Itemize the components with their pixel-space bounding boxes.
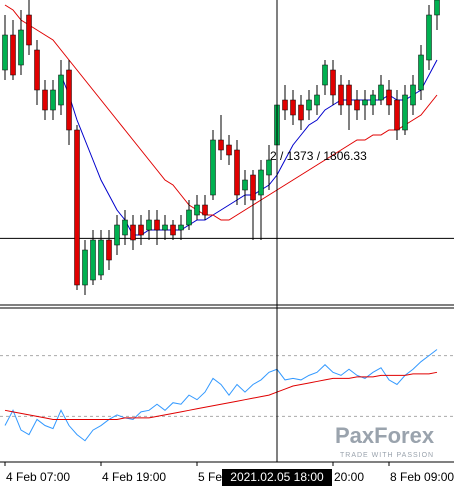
x-tick-label: 5 Feb	[198, 470, 229, 484]
candle-body	[306, 99, 312, 111]
candle-body	[226, 144, 232, 156]
x-tick-label: 4 Feb 19:00	[102, 470, 166, 484]
time-axis: 4 Feb 07:00 4 Feb 19:00 5 Feb 20:00 8 Feb 09…	[4, 462, 454, 484]
crosshair-time-box	[222, 469, 332, 486]
price-pane	[0, 0, 454, 295]
candle-body	[338, 84, 344, 106]
candle-body	[98, 239, 104, 276]
candle-body	[394, 99, 400, 131]
crosshair-readout: 2 / 1373 / 1806.33	[270, 149, 367, 163]
candle-body	[178, 224, 184, 231]
candle-body	[434, 0, 440, 16]
candle-body	[26, 14, 32, 46]
candle-body	[202, 204, 208, 216]
candle-body	[34, 49, 40, 91]
candle-body	[58, 74, 64, 106]
x-tick-label: 8 Feb 09:00	[390, 470, 454, 484]
candle-body	[114, 224, 120, 246]
candle-body	[210, 139, 216, 196]
candle-body	[346, 84, 352, 106]
candle-body	[42, 89, 48, 111]
candle-body	[82, 249, 88, 286]
candle-body	[378, 84, 384, 101]
candle-body	[266, 159, 272, 176]
candle-body	[362, 99, 368, 106]
candle-body	[290, 99, 296, 116]
candle-body	[130, 224, 136, 241]
candle-body	[330, 69, 336, 96]
candle-body	[106, 239, 112, 261]
candle-body	[298, 104, 304, 121]
candle-body	[314, 94, 320, 106]
candle-body	[138, 224, 144, 236]
candle-body	[170, 224, 176, 236]
candle-body	[322, 64, 328, 86]
x-tick-label: 20:00	[334, 470, 364, 484]
watermark-brand: PaxForex	[335, 423, 435, 448]
watermark-tagline: TRADE WITH PASSION	[340, 452, 434, 459]
candle-body	[242, 179, 248, 191]
candle-body	[234, 149, 240, 196]
candle-body	[410, 84, 416, 106]
candle-body	[122, 219, 128, 236]
crosshair-time-label: 2021.02.05 18:00	[230, 470, 324, 484]
candle-body	[154, 219, 160, 231]
moving-average	[4, 4, 438, 221]
candle-body	[282, 99, 288, 111]
candle-body	[218, 139, 224, 151]
candle-body	[186, 209, 192, 226]
candle-body	[50, 89, 56, 111]
indicator-line	[4, 371, 438, 420]
candle-body	[258, 169, 264, 196]
candle-body	[162, 224, 168, 231]
candle-body	[10, 34, 16, 76]
candle-body	[250, 174, 256, 201]
candle-body	[2, 34, 8, 71]
candle-body	[418, 54, 424, 91]
indicator-pane	[0, 349, 454, 442]
candle-body	[402, 94, 408, 131]
candle-body	[194, 204, 200, 216]
candle-body	[74, 129, 80, 286]
candle-body	[370, 94, 376, 106]
x-tick-label: 4 Feb 07:00	[6, 470, 70, 484]
indicator-line	[4, 349, 438, 442]
candle-body	[18, 29, 24, 66]
watermark: PaxForex TRADE WITH PASSION	[335, 423, 435, 459]
candle-body	[90, 239, 96, 281]
candle-body	[66, 69, 72, 131]
candle-body	[386, 89, 392, 106]
candle-body	[354, 99, 360, 111]
candle-body	[426, 14, 432, 61]
candle-body	[146, 219, 152, 231]
